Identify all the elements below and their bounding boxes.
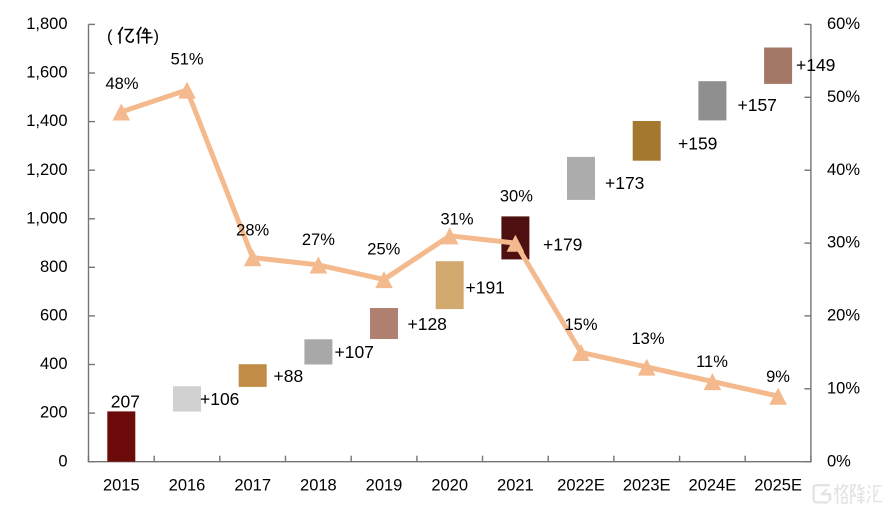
svg-text:+149: +149: [796, 55, 835, 75]
svg-text:48%: 48%: [105, 75, 138, 93]
svg-text:11%: 11%: [696, 353, 728, 371]
svg-text:0%: 0%: [827, 452, 851, 470]
svg-text:+159: +159: [678, 133, 717, 153]
svg-text:2025E: 2025E: [754, 477, 802, 495]
svg-text:20%: 20%: [827, 307, 860, 325]
svg-text:2021: 2021: [497, 477, 534, 495]
svg-text:+128: +128: [408, 314, 447, 334]
svg-text:31%: 31%: [440, 211, 473, 229]
svg-text:+179: +179: [543, 234, 582, 254]
svg-text:40%: 40%: [827, 161, 860, 179]
svg-text:27%: 27%: [302, 231, 335, 249]
svg-text:1,200: 1,200: [26, 161, 67, 179]
svg-text:2019: 2019: [366, 477, 403, 495]
svg-text:60%: 60%: [827, 15, 860, 33]
svg-text:50%: 50%: [827, 88, 860, 106]
svg-text:10%: 10%: [827, 379, 860, 397]
svg-text:1,800: 1,800: [26, 15, 67, 33]
svg-text:+173: +173: [605, 173, 644, 193]
svg-text:(: (: [107, 28, 113, 46]
svg-text:200: 200: [40, 404, 68, 422]
svg-text:51%: 51%: [171, 51, 204, 69]
svg-text:400: 400: [40, 355, 68, 373]
svg-text:207: 207: [111, 392, 140, 412]
svg-text:+107: +107: [335, 342, 374, 362]
svg-text:2022E: 2022E: [557, 477, 605, 495]
svg-text:9%: 9%: [766, 368, 790, 386]
svg-text:1,400: 1,400: [26, 112, 67, 130]
svg-text:+106: +106: [200, 389, 239, 409]
svg-text:13%: 13%: [631, 330, 664, 348]
svg-text:2023E: 2023E: [623, 477, 671, 495]
svg-text:2024E: 2024E: [689, 477, 737, 495]
svg-text:0: 0: [58, 452, 67, 470]
svg-text:): ): [154, 28, 160, 46]
svg-text:600: 600: [40, 307, 68, 325]
svg-text:25%: 25%: [367, 241, 400, 259]
svg-text:+88: +88: [274, 366, 304, 386]
svg-text:800: 800: [40, 258, 68, 276]
svg-text:1,600: 1,600: [26, 64, 67, 82]
svg-text:28%: 28%: [236, 221, 269, 239]
svg-text:30%: 30%: [827, 234, 860, 252]
svg-text:1,000: 1,000: [26, 209, 67, 227]
svg-text:30%: 30%: [500, 187, 533, 205]
svg-text:2020: 2020: [431, 477, 468, 495]
svg-text:2015: 2015: [103, 477, 140, 495]
svg-text:+157: +157: [738, 95, 777, 115]
svg-text:2016: 2016: [169, 477, 206, 495]
svg-text:2018: 2018: [300, 477, 337, 495]
svg-text:2017: 2017: [234, 477, 271, 495]
svg-text:15%: 15%: [564, 316, 597, 334]
svg-text:+191: +191: [466, 277, 505, 297]
